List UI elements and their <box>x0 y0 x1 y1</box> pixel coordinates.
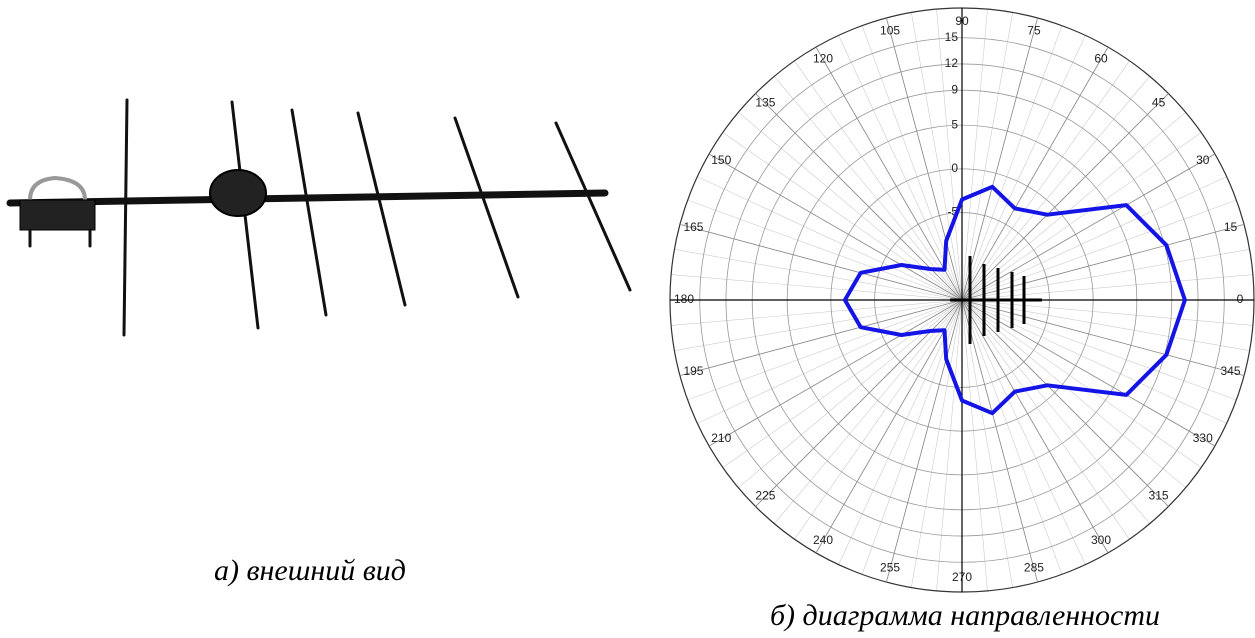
fine-spoke <box>961 299 1086 565</box>
fine-spoke <box>671 299 963 326</box>
antenna-photo <box>6 98 632 337</box>
angle-label: 300 <box>1091 533 1111 547</box>
grid-spoke <box>961 17 1038 301</box>
angle-label: 120 <box>813 51 833 65</box>
angle-label: 150 <box>711 153 731 167</box>
fine-spoke <box>671 274 963 301</box>
fine-spoke <box>961 76 1150 301</box>
grid-spoke <box>886 299 963 583</box>
radial-label: 12 <box>945 56 959 70</box>
fine-spoke <box>674 248 963 301</box>
grid-spoke <box>961 299 1216 447</box>
fine-spoke <box>774 299 963 524</box>
grid-spoke <box>961 299 1038 583</box>
fine-spoke <box>961 299 1250 352</box>
angle-label: 330 <box>1193 431 1213 445</box>
fine-spoke <box>838 299 963 565</box>
fine-spoke <box>961 9 988 301</box>
angle-label: 45 <box>1152 96 1166 110</box>
grid-spoke <box>755 93 963 301</box>
angle-label: 240 <box>813 533 833 547</box>
fine-spoke <box>961 299 1150 524</box>
fine-spoke <box>936 299 963 591</box>
fine-spoke <box>961 25 1063 301</box>
fine-spoke <box>687 199 963 301</box>
grid-spoke <box>708 299 963 447</box>
angle-label: 285 <box>1024 561 1044 575</box>
fine-spoke <box>961 299 1227 424</box>
fine-spoke <box>697 299 963 424</box>
fine-spoke <box>961 299 988 591</box>
fine-spoke <box>961 35 1086 301</box>
fine-spoke <box>794 299 963 540</box>
grid-spoke <box>961 299 1109 554</box>
angle-label: 180 <box>674 292 694 306</box>
radial-label: 0 <box>951 161 958 175</box>
fine-spoke <box>910 299 963 588</box>
angle-label: 60 <box>1094 51 1108 65</box>
fine-spoke <box>687 299 963 401</box>
angle-label: 255 <box>880 561 900 575</box>
grid-spoke <box>961 224 1245 301</box>
angle-label: 315 <box>1149 489 1169 503</box>
fine-spoke <box>961 248 1250 301</box>
grid-spoke <box>961 299 1169 507</box>
grid-spoke <box>961 299 1245 376</box>
fine-spoke <box>961 60 1130 301</box>
radial-label: 9 <box>951 82 958 96</box>
caption: б) диаграмма направленности <box>770 599 1160 632</box>
fine-spoke <box>961 299 1202 468</box>
radial-label: 5 <box>951 117 958 131</box>
angle-label: 135 <box>755 96 775 110</box>
fine-spoke <box>697 176 963 301</box>
fine-spoke <box>722 132 963 301</box>
grid-spoke <box>886 17 963 301</box>
grid-spoke <box>679 299 963 376</box>
fine-spoke <box>961 176 1227 301</box>
fine-spoke <box>961 299 1014 588</box>
grid-spoke <box>755 299 963 507</box>
fine-spoke <box>936 9 963 301</box>
fine-spoke <box>722 299 963 468</box>
fine-spoke <box>961 132 1202 301</box>
angle-label: 105 <box>880 24 900 38</box>
angle-label: 75 <box>1027 24 1041 38</box>
fine-spoke <box>910 12 963 301</box>
angle-label: 225 <box>755 489 775 503</box>
angle-label: 210 <box>711 431 731 445</box>
angle-label: 165 <box>683 220 703 234</box>
fine-spoke <box>961 299 1063 575</box>
fine-spoke <box>961 299 1130 540</box>
grid-spoke <box>815 46 963 301</box>
radial-label: 15 <box>945 30 959 44</box>
pattern-curve <box>842 184 1187 416</box>
radial-label: -5 <box>947 205 958 219</box>
angle-label: 345 <box>1221 364 1241 378</box>
fine-spoke <box>961 299 1237 401</box>
grid-spoke <box>961 153 1216 301</box>
grid-spoke <box>815 299 963 554</box>
angle-label: 195 <box>683 364 703 378</box>
grid-spoke <box>679 224 963 301</box>
fine-spoke <box>961 12 1014 301</box>
fine-spoke <box>674 299 963 352</box>
fine-spoke <box>838 35 963 301</box>
fine-spoke <box>961 199 1237 301</box>
angle-label: 30 <box>1196 153 1210 167</box>
caption: а) внешний вид <box>214 554 406 587</box>
fine-spoke <box>961 299 1253 326</box>
grid-spoke <box>961 46 1109 301</box>
grid-spoke <box>708 153 963 301</box>
angle-label: 15 <box>1224 220 1238 234</box>
grid-spoke <box>961 93 1169 301</box>
fine-spoke <box>961 274 1253 301</box>
fine-spoke <box>794 60 963 301</box>
fine-spoke <box>774 76 963 301</box>
angle-label: 0 <box>1237 292 1244 306</box>
